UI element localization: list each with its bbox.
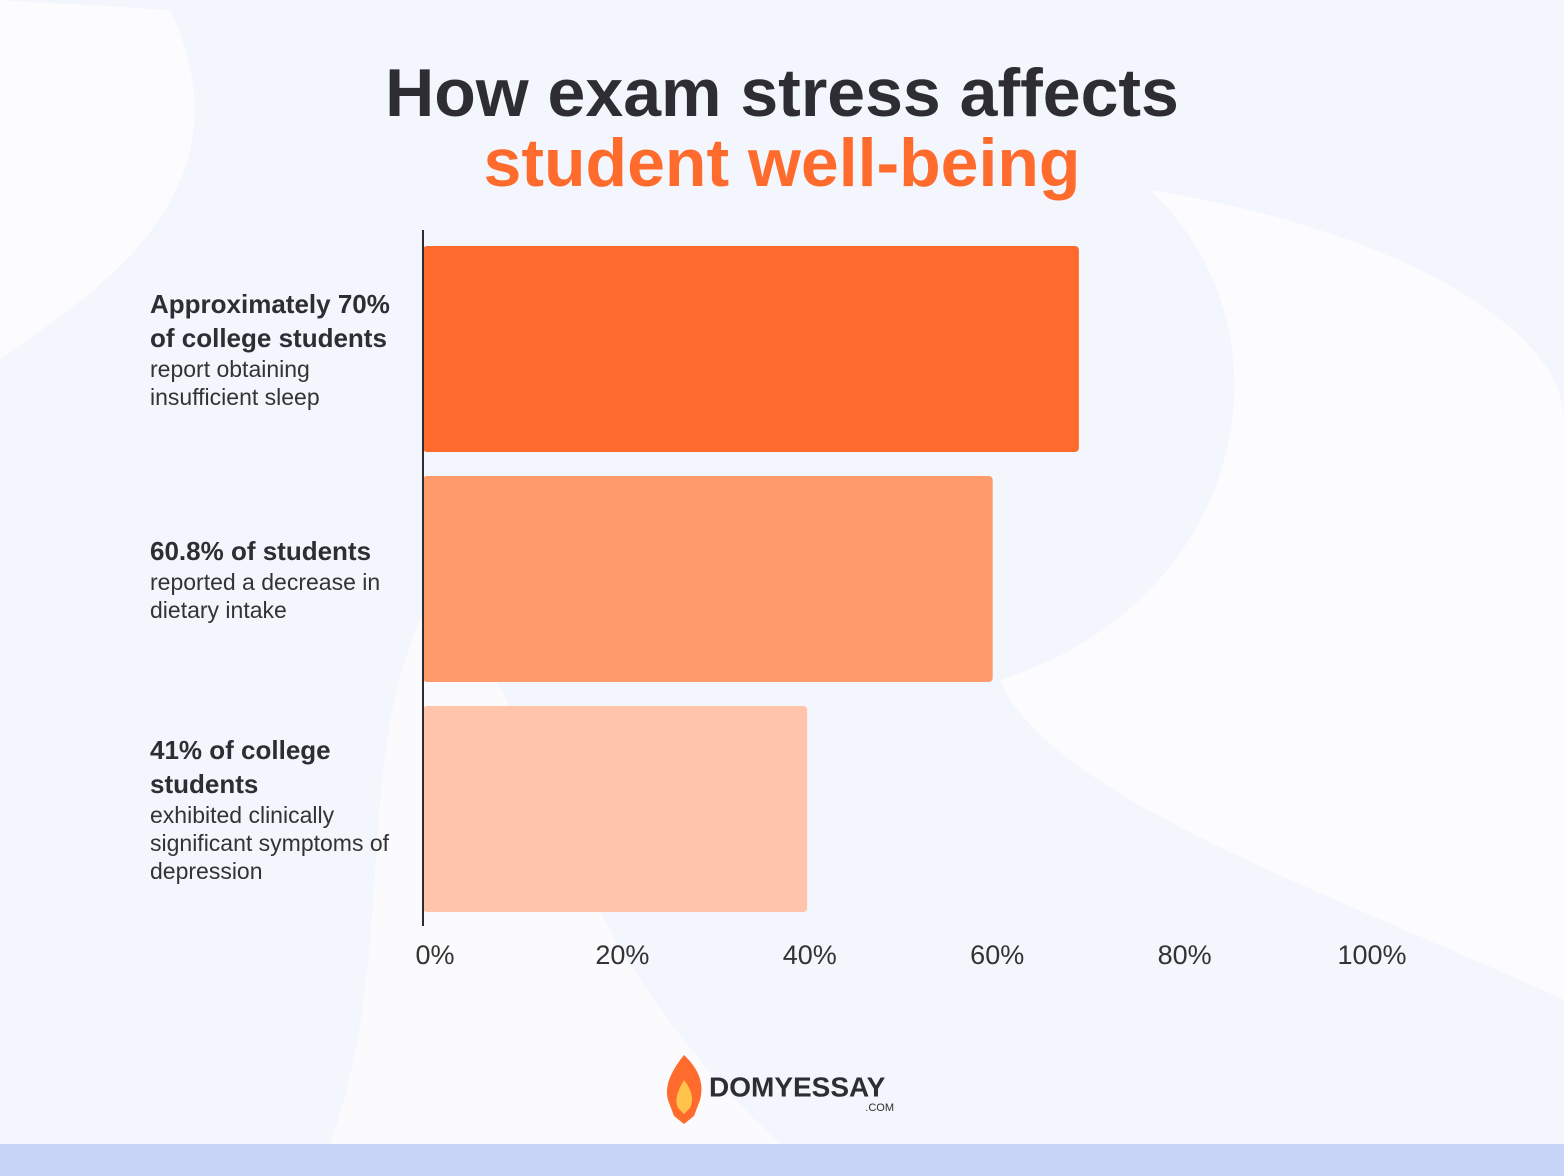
category-label: Approximately 70% of college students rep…	[150, 246, 412, 452]
logo: DOMYESSAY .COM	[666, 1055, 894, 1124]
bar	[423, 246, 1079, 452]
chart-title-highlight: student well-being	[484, 125, 1081, 201]
logo-flame-inner	[676, 1080, 692, 1114]
category-headline: Approximately 70% of college students	[150, 289, 390, 353]
bg-shape	[1000, 190, 1564, 1000]
bg-shape	[0, 0, 195, 360]
x-tick-label: 100%	[1337, 940, 1406, 970]
x-tick-label: 80%	[1158, 940, 1212, 970]
x-tick-label: 60%	[970, 940, 1024, 970]
x-tick-label: 0%	[415, 940, 454, 970]
chart-title: How exam stress affects	[385, 55, 1179, 131]
category-description: exhibited clinically significant symptom…	[150, 802, 390, 884]
category-description: report obtaining insufficient sleep	[150, 356, 320, 410]
brand-domain: .COM	[865, 1102, 894, 1114]
category-headline: 41% of college students	[150, 735, 331, 799]
x-tick-label: 40%	[783, 940, 837, 970]
category-description: reported a decrease in dietary intake	[150, 569, 381, 623]
x-tick-label: 20%	[595, 940, 649, 970]
category-label: 41% of college students exhibited clinica…	[150, 706, 412, 912]
bar	[423, 476, 993, 682]
category-headline: 60.8% of students	[150, 536, 372, 566]
brand-name: DOMYESSAY	[709, 1071, 886, 1102]
category-label: 60.8% of students reported a decrease in …	[150, 476, 412, 682]
bar	[423, 706, 808, 912]
footer-band	[0, 1144, 1564, 1176]
